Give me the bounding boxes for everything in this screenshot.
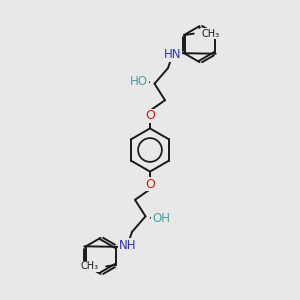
Text: HO: HO <box>130 75 148 88</box>
Text: OH: OH <box>152 212 170 225</box>
Text: O: O <box>145 178 155 191</box>
Text: NH: NH <box>119 239 136 252</box>
Text: CH₃: CH₃ <box>81 261 99 272</box>
Text: O: O <box>145 109 155 122</box>
Text: HN: HN <box>164 48 181 61</box>
Text: CH₃: CH₃ <box>201 28 219 39</box>
